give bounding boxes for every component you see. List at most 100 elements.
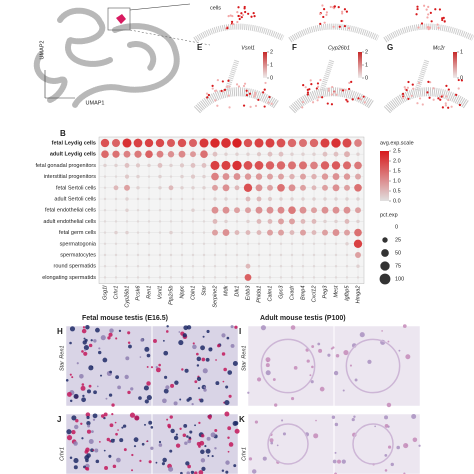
- stain-spot: [71, 376, 74, 379]
- dot: [136, 197, 140, 201]
- stain-spot: [164, 375, 168, 379]
- row-label: interstitial progenitors: [44, 174, 97, 180]
- stain-spot: [276, 444, 279, 447]
- cell: [442, 16, 445, 19]
- stain-spot: [117, 429, 119, 431]
- dot: [267, 151, 273, 157]
- cell: [410, 94, 413, 97]
- stain-label: Star: [59, 360, 65, 371]
- dot: [323, 276, 327, 279]
- dot: [298, 161, 308, 170]
- stain-spot: [386, 402, 392, 408]
- stain-spot: [146, 395, 152, 401]
- stain-spot: [184, 368, 189, 373]
- stain-spot: [200, 449, 205, 455]
- cell: [319, 78, 322, 82]
- cell: [434, 8, 437, 11]
- stain-spot: [182, 433, 187, 437]
- dot: [147, 242, 151, 246]
- dot: [125, 208, 129, 212]
- dot: [290, 152, 294, 156]
- gene-label: Star: [201, 284, 207, 295]
- cell: [211, 87, 214, 90]
- cell: [322, 8, 326, 11]
- cell: [310, 83, 313, 86]
- dot: [221, 160, 231, 170]
- cell: [205, 92, 209, 95]
- stain-spot: [131, 469, 134, 472]
- cell: [341, 10, 344, 13]
- cell: [427, 28, 430, 31]
- stain-spot: [192, 342, 195, 345]
- stain-spot: [108, 332, 113, 337]
- stain-spot: [83, 337, 86, 340]
- dot: [180, 174, 184, 179]
- stain-spot: [69, 373, 72, 376]
- stain-spot: [310, 380, 314, 384]
- cell: [220, 89, 223, 93]
- dot: [322, 184, 328, 191]
- dot: [301, 152, 305, 156]
- stain-spot: [384, 469, 388, 472]
- stain-spot: [217, 344, 221, 348]
- stain-spot: [200, 345, 206, 351]
- stain-spot: [129, 412, 136, 418]
- stain-label: Crhr1: [59, 447, 65, 461]
- dot: [289, 230, 295, 236]
- cell: [252, 12, 255, 15]
- dot: [212, 184, 218, 191]
- dot: [224, 276, 228, 279]
- stain-spot: [225, 385, 229, 389]
- cell: [301, 100, 305, 104]
- stain-spot: [405, 354, 411, 360]
- dot: [333, 151, 339, 157]
- cell: [237, 14, 240, 18]
- stain-spot: [330, 347, 333, 350]
- stain-spot: [202, 335, 205, 338]
- cell: [351, 98, 354, 101]
- dot: [224, 152, 228, 156]
- y-axis-label: UMAP2: [39, 41, 45, 60]
- row-label: fetal germ cells: [59, 230, 96, 236]
- row-label: fetal gonadal progenitors: [35, 163, 96, 169]
- stain-spot: [403, 443, 409, 449]
- cell: [428, 96, 431, 99]
- dot: [345, 253, 349, 257]
- dot: [125, 230, 129, 235]
- dot: [114, 230, 118, 235]
- cell: [221, 80, 224, 83]
- dot: [210, 160, 220, 170]
- cell: [330, 103, 334, 106]
- dot: [311, 218, 317, 224]
- stain-spot: [228, 394, 232, 398]
- dot: [331, 138, 341, 148]
- umap-highlight: [116, 14, 126, 24]
- dot: [136, 174, 140, 179]
- stain-spot: [196, 441, 201, 446]
- dot: [180, 208, 184, 212]
- dot: [279, 253, 283, 257]
- cell: [357, 97, 360, 100]
- cell: [447, 88, 450, 91]
- dot: [266, 206, 274, 214]
- dot: [222, 206, 230, 214]
- cell: [458, 103, 462, 107]
- dot: [312, 152, 316, 156]
- stain-spot: [116, 457, 121, 463]
- stain-spot: [262, 456, 267, 461]
- dot: [257, 264, 261, 268]
- stain-spot: [191, 403, 194, 406]
- stain-label: Crhr1: [241, 447, 247, 461]
- cell: [412, 87, 415, 90]
- stain-spot: [73, 458, 79, 464]
- stain-spot: [233, 464, 237, 468]
- cell: [331, 85, 334, 89]
- stain-spot: [115, 337, 118, 340]
- cell: [323, 21, 326, 24]
- stain-spot: [384, 454, 388, 457]
- stain-spot: [82, 340, 87, 345]
- stain-spot: [127, 390, 131, 395]
- stain-spot: [227, 450, 230, 453]
- gene-label: Vsnl1: [157, 286, 163, 300]
